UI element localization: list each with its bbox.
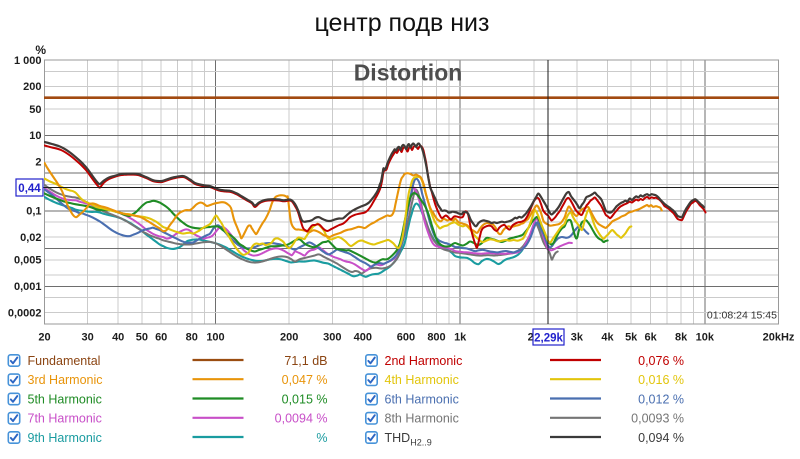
svg-text:8k: 8k — [675, 332, 688, 344]
svg-text:200: 200 — [280, 332, 298, 344]
svg-text:9th Harmonic: 9th Harmonic — [28, 431, 102, 445]
svg-text:Distortion: Distortion — [354, 60, 463, 86]
svg-text:100: 100 — [206, 332, 224, 344]
svg-text:0,015 %: 0,015 % — [282, 392, 328, 406]
svg-text:%: % — [316, 431, 327, 445]
svg-text:10: 10 — [29, 130, 41, 142]
svg-text:3k: 3k — [571, 332, 584, 344]
svg-text:6k: 6k — [644, 332, 657, 344]
svg-text:4k: 4k — [601, 332, 614, 344]
svg-text:0,005: 0,005 — [14, 255, 42, 267]
svg-text:%: % — [35, 43, 46, 57]
svg-text:2,29k: 2,29k — [534, 333, 563, 345]
svg-text:1k: 1k — [454, 332, 467, 344]
svg-text:7th Harmonic: 7th Harmonic — [28, 412, 102, 426]
svg-text:0,0094 %: 0,0094 % — [275, 412, 328, 426]
svg-text:800: 800 — [427, 332, 445, 344]
svg-text:0,0002: 0,0002 — [8, 307, 42, 319]
svg-text:60: 60 — [155, 332, 167, 344]
svg-text:20kHz: 20kHz — [763, 332, 795, 344]
svg-text:0,001: 0,001 — [14, 281, 42, 293]
svg-text:40: 40 — [112, 332, 124, 344]
svg-text:0,076 %: 0,076 % — [638, 354, 684, 368]
svg-text:50: 50 — [29, 104, 41, 116]
svg-text:5k: 5k — [625, 332, 638, 344]
svg-text:300: 300 — [323, 332, 341, 344]
svg-text:0,0093 %: 0,0093 % — [631, 412, 684, 426]
svg-text:0,094 %: 0,094 % — [638, 431, 684, 445]
svg-text:0,44: 0,44 — [18, 183, 41, 195]
svg-text:3rd Harmonic: 3rd Harmonic — [28, 373, 103, 387]
svg-text:400: 400 — [354, 332, 372, 344]
svg-text:10k: 10k — [696, 332, 715, 344]
svg-text:Fundamental: Fundamental — [28, 354, 101, 368]
svg-text:0,02: 0,02 — [20, 232, 41, 244]
svg-text:50: 50 — [136, 332, 148, 344]
svg-text:6th Harmonic: 6th Harmonic — [385, 392, 459, 406]
svg-text:80: 80 — [186, 332, 198, 344]
svg-text:5th Harmonic: 5th Harmonic — [28, 392, 102, 406]
svg-text:71,1 dB: 71,1 dB — [284, 354, 327, 368]
svg-text:200: 200 — [23, 81, 41, 93]
svg-text:2: 2 — [35, 157, 41, 169]
svg-text:0,012 %: 0,012 % — [638, 392, 684, 406]
svg-text:0,047 %: 0,047 % — [282, 373, 328, 387]
svg-text:8th Harmonic: 8th Harmonic — [385, 412, 459, 426]
svg-text:центр подв низ: центр подв низ — [315, 9, 490, 37]
svg-text:0,1: 0,1 — [26, 206, 41, 218]
svg-text:20: 20 — [38, 332, 50, 344]
svg-text:2nd Harmonic: 2nd Harmonic — [385, 354, 463, 368]
svg-text:0,016 %: 0,016 % — [638, 373, 684, 387]
svg-text:600: 600 — [397, 332, 415, 344]
svg-text:4th Harmonic: 4th Harmonic — [385, 373, 459, 387]
svg-text:30: 30 — [81, 332, 93, 344]
svg-text:01:08:24 15:45: 01:08:24 15:45 — [707, 310, 777, 322]
svg-text:1 000: 1 000 — [14, 55, 42, 67]
